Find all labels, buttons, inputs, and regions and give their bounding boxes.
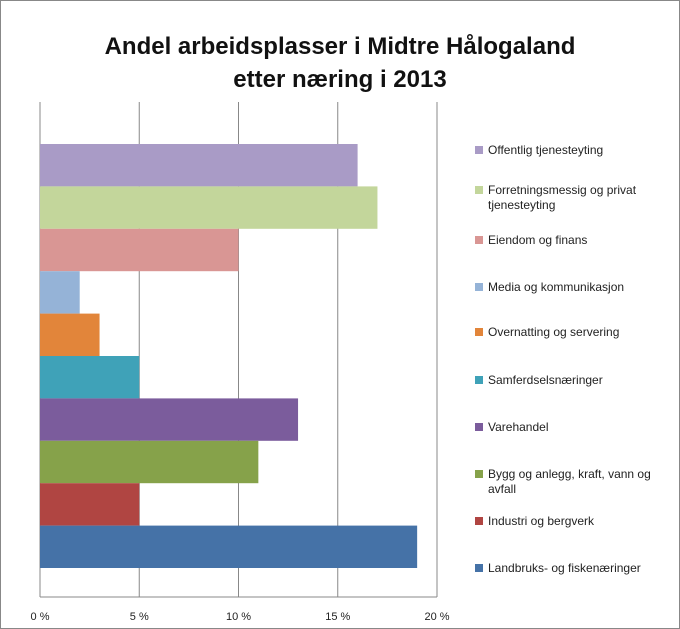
bar — [40, 440, 259, 484]
legend-swatch — [475, 517, 483, 525]
legend-entry: Bygg og anlegg, kraft, vann og avfall — [475, 467, 675, 497]
legend-label: Bygg og anlegg, kraft, vann og avfall — [488, 467, 651, 496]
bar — [40, 186, 378, 229]
x-tick-label: 0 % — [31, 611, 50, 623]
legend-swatch — [475, 146, 483, 154]
chart-title: Andel arbeidsplasser i Midtre Hålogaland… — [104, 33, 576, 93]
legend-entry: Varehandel — [475, 420, 675, 435]
legend-label: Offentlig tjenesteyting — [488, 143, 604, 157]
x-tick-label: 20 % — [424, 611, 449, 623]
legend-entry: Forretningsmessig og privat tjenesteytin… — [475, 183, 675, 213]
legend-entry: Eiendom og finans — [475, 233, 675, 248]
legend-label: Samferdselsnæringer — [488, 373, 603, 387]
legend-entry: Samferdselsnæringer — [475, 373, 675, 388]
legend-label: Landbruks- og fiskenæringer — [488, 561, 641, 575]
bar — [40, 356, 140, 399]
legend-label: Industri og bergverk — [488, 514, 595, 528]
legend-swatch — [475, 236, 483, 244]
bar — [40, 228, 239, 272]
bar — [40, 483, 140, 526]
legend-label: Eiendom og finans — [488, 233, 588, 247]
legend-label: Overnatting og servering — [488, 325, 620, 339]
legend-entry: Offentlig tjenesteyting — [475, 143, 675, 158]
bar — [40, 144, 358, 187]
legend-swatch — [475, 328, 483, 336]
x-tick-label: 5 % — [130, 611, 149, 623]
x-tick-label: 10 % — [226, 611, 251, 623]
legend-label: Media og kommunikasjon — [488, 280, 625, 294]
legend-swatch — [475, 470, 483, 478]
legend-swatch — [475, 423, 483, 431]
bar — [40, 271, 80, 314]
legend-entry: Landbruks- og fiskenæringer — [475, 561, 675, 576]
bar — [40, 398, 299, 441]
legend-swatch — [475, 283, 483, 291]
legend-swatch — [475, 376, 483, 384]
legend-label: Forretningsmessig og privat tjenesteytin… — [488, 183, 637, 212]
bar — [40, 313, 100, 356]
x-tick-label: 15 % — [325, 611, 350, 623]
legend-swatch — [475, 564, 483, 572]
bar — [40, 525, 418, 568]
legend-entry: Overnatting og servering — [475, 325, 675, 340]
legend-label: Varehandel — [488, 420, 549, 434]
legend-entry: Media og kommunikasjon — [475, 280, 675, 295]
legend-swatch — [475, 186, 483, 194]
legend-entry: Industri og bergverk — [475, 514, 675, 529]
